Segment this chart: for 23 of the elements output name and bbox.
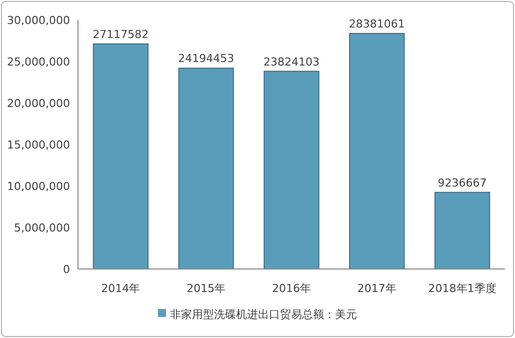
data-label: 28381061 xyxy=(348,17,405,30)
x-tick-label: 2018年1季度 xyxy=(428,282,496,295)
data-label: 23824103 xyxy=(264,55,320,68)
y-tick-label: 20,000,000 xyxy=(7,97,70,110)
bar xyxy=(264,70,320,270)
x-tick-label: 2016年 xyxy=(272,282,311,295)
y-tick-label: 0 xyxy=(63,263,70,276)
x-tick-label: 2015年 xyxy=(186,282,226,295)
y-tick-label: 25,000,000 xyxy=(7,56,70,68)
bar xyxy=(178,68,234,270)
bar xyxy=(349,32,405,270)
legend-label: 非家用型洗碟机进出口贸易总额：美元 xyxy=(170,308,357,321)
data-label: 9236667 xyxy=(438,176,487,190)
bar xyxy=(92,43,149,270)
y-tick-label: 30,000,000 xyxy=(7,14,70,27)
x-tick-label: 2014年 xyxy=(101,282,140,295)
data-label: 24194453 xyxy=(178,52,234,66)
y-tick-label: 15,000,000 xyxy=(7,138,70,152)
y-tick-label: 5,000,000 xyxy=(14,222,70,234)
y-tick-label: 10,000,000 xyxy=(7,180,70,193)
bar xyxy=(434,192,490,270)
data-label: 27117582 xyxy=(92,28,149,41)
x-tick-label: 2017年 xyxy=(357,282,396,295)
